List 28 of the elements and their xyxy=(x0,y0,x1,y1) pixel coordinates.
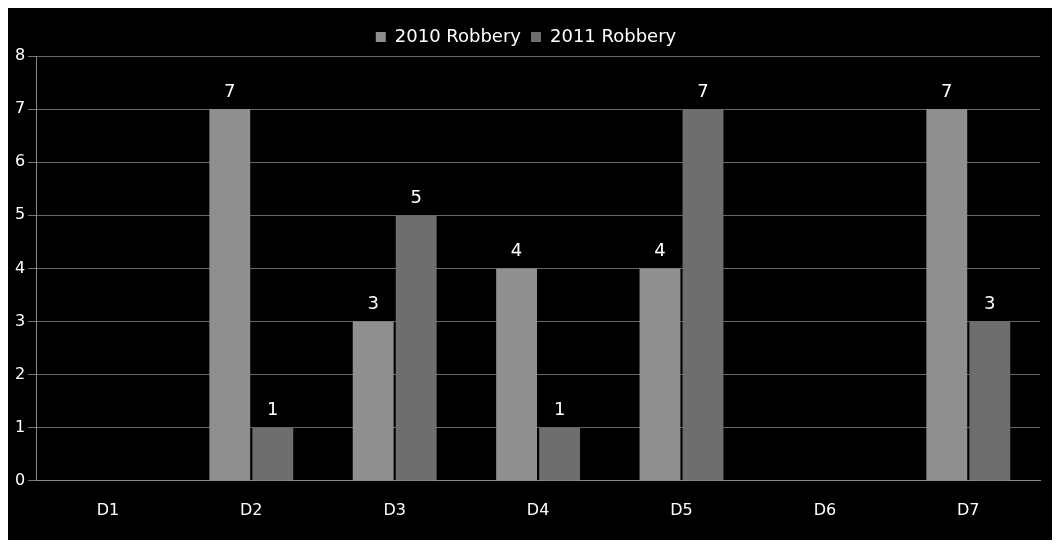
x-tick-label: D2 xyxy=(240,499,263,519)
data-label: 7 xyxy=(697,79,709,101)
y-tick-label: 6 xyxy=(14,151,26,171)
x-tick-label: D5 xyxy=(670,499,693,519)
y-tick-label: 2 xyxy=(14,363,26,383)
y-tick-label: 0 xyxy=(14,469,26,489)
y-tick-label: 4 xyxy=(14,257,26,277)
data-label: 4 xyxy=(654,239,666,261)
x-tick-label: D3 xyxy=(383,499,406,519)
data-label: 3 xyxy=(367,292,379,314)
x-tick-label: D1 xyxy=(96,499,120,519)
data-label: 7 xyxy=(941,79,953,101)
legend-label: 2010 Robbery xyxy=(394,24,522,46)
data-label: 5 xyxy=(410,185,422,207)
legend-label: 2011 Robbery xyxy=(550,24,677,46)
data-label: 1 xyxy=(267,398,279,420)
y-tick-label: 5 xyxy=(14,204,26,224)
y-tick-label: 1 xyxy=(14,416,26,436)
data-label: 3 xyxy=(984,292,996,314)
y-tick-label: 7 xyxy=(14,98,26,118)
y-tick-label: 3 xyxy=(14,310,26,330)
y-tick-label: 8 xyxy=(14,45,26,65)
data-label: 4 xyxy=(510,239,523,261)
x-tick-label: D7 xyxy=(957,499,980,519)
data-label: 7 xyxy=(224,79,236,101)
x-tick-label: D6 xyxy=(813,499,837,519)
data-label: 1 xyxy=(553,398,566,420)
x-tick-label: D4 xyxy=(526,499,550,519)
